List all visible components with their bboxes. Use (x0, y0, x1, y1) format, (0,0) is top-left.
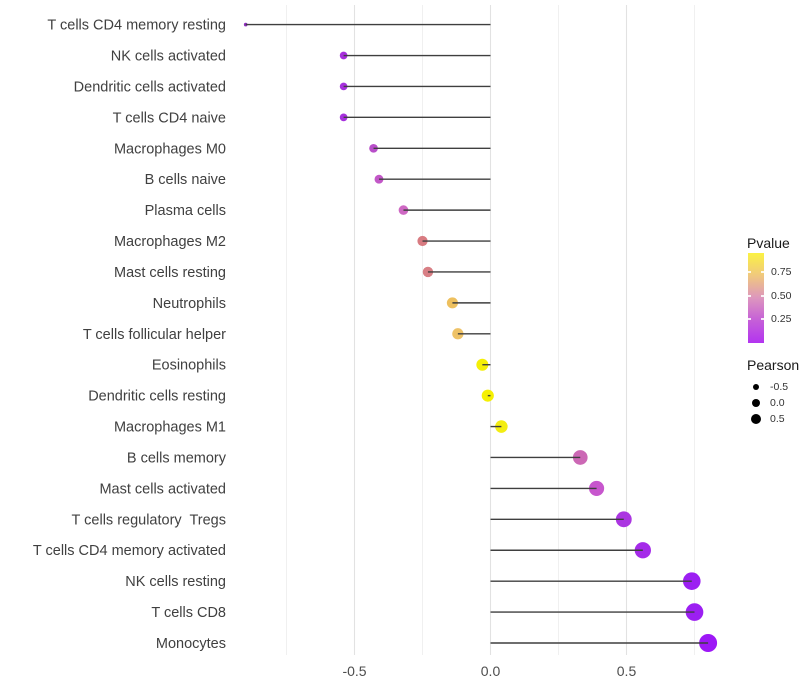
y-axis-label: B cells memory (127, 450, 227, 466)
pvalue-tick-label: 0.50 (771, 289, 792, 302)
x-axis-tick-label: 0.0 (481, 663, 501, 679)
y-axis-label: Macrophages M0 (114, 141, 226, 157)
legend-pearson: Pearson -0.5 0.0 0.5 (747, 357, 800, 447)
pearson-legend-dot (750, 413, 762, 425)
pvalue-tick-label: 0.75 (771, 265, 792, 278)
y-axis-label: NK cells resting (125, 574, 226, 590)
y-axis-label: Dendritic cells resting (88, 389, 226, 405)
x-axis-tick-label: -0.5 (342, 663, 366, 679)
pvalue-bar-tick (761, 295, 764, 297)
pvalue-tick-label: 0.25 (771, 313, 792, 326)
legend-pvalue: Pvalue 0.75 0.50 0.25 (747, 235, 800, 350)
pearson-legend-item: 0.5 (747, 411, 785, 427)
x-axis-tick-label: 0.5 (617, 663, 637, 679)
pvalue-bar-tick (748, 271, 751, 273)
y-axis-label: Macrophages M1 (114, 420, 226, 436)
pearson-legend-dot (751, 398, 761, 408)
y-axis-label: T cells CD4 memory activated (33, 543, 226, 559)
y-axis-label: Macrophages M2 (114, 234, 226, 250)
pearson-legend-item: -0.5 (747, 379, 788, 395)
pearson-legend-label: -0.5 (770, 381, 789, 393)
pvalue-bar-tick (748, 318, 751, 320)
y-axis-label: Monocytes (156, 636, 226, 652)
pvalue-gradient-bar (748, 253, 764, 343)
y-axis-label: Mast cells activated (99, 481, 226, 497)
pearson-legend-item: 0.0 (747, 395, 785, 411)
y-axis-label: Plasma cells (145, 203, 226, 219)
pearson-legend-label: 0.0 (770, 397, 785, 409)
y-axis-label: Dendritic cells activated (74, 79, 226, 95)
y-axis-label: T cells CD4 memory resting (47, 18, 226, 34)
pvalue-bar-tick (761, 271, 764, 273)
y-axis-label: T cells CD4 naive (113, 110, 226, 126)
y-axis-label: NK cells activated (111, 49, 226, 65)
legend-pearson-title: Pearson (747, 357, 800, 373)
pearson-legend-label: 0.5 (770, 413, 785, 425)
y-axis-label: B cells naive (145, 172, 226, 188)
lollipop-dot (374, 174, 384, 184)
y-axis-label: Mast cells resting (114, 265, 226, 281)
y-axis-label: Neutrophils (153, 296, 226, 312)
lollipop-dot (481, 389, 494, 402)
y-axis-label: Eosinophils (152, 358, 226, 374)
y-axis-label: T cells regulatory Tregs (72, 512, 226, 528)
pvalue-bar-tick (748, 295, 751, 297)
legend-pvalue-title: Pvalue (747, 235, 790, 251)
pvalue-bar-tick (761, 318, 764, 320)
y-axis-label: T cells CD8 (151, 605, 226, 621)
y-axis-label: T cells follicular helper (83, 327, 226, 343)
pearson-legend-dot (752, 383, 760, 391)
lollipop-dot (446, 297, 458, 309)
